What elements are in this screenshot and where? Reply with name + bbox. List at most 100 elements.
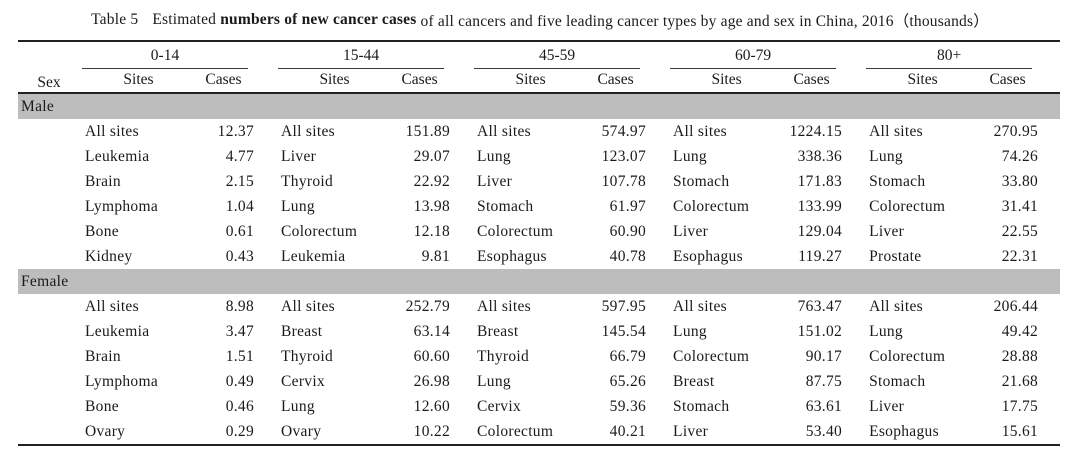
age-group-label: 0-14	[82, 47, 249, 69]
site-cell: Bone	[85, 397, 119, 415]
cases-cell: 17.75	[1001, 397, 1039, 415]
site-cell: Ovary	[281, 422, 322, 440]
sex-section-row: Male	[18, 93, 1061, 119]
site-cell: All sites	[281, 297, 335, 315]
site-cell: Lymphoma	[85, 372, 159, 390]
cases-cell: 22.55	[1001, 222, 1039, 240]
table-body: Male All sites 12.37 All sites 151.89 All sit…	[18, 93, 1061, 445]
cases-cell: 60.90	[609, 222, 647, 240]
data-row: All sites 12.37 All sites 151.89 All sites 57…	[18, 119, 1060, 144]
cases-cell: 107.78	[601, 172, 647, 190]
site-cell: Lung	[673, 147, 707, 165]
site-cell: Liver	[477, 172, 513, 190]
col-header-sites: Sites	[864, 69, 982, 94]
data-row: Bone 0.61 Colorectum 12.18 Colorectum 60.90 Li…	[18, 219, 1060, 244]
age-group-label: 60-79	[670, 47, 837, 69]
col-header-cases: Cases	[197, 69, 277, 94]
age-group-header-row: Sex 0-14 15-44 45-59 60-79 80+	[18, 41, 1060, 94]
cases-cell: 61.97	[609, 197, 647, 215]
site-cell: Liver	[869, 222, 905, 240]
site-cell: Leukemia	[85, 147, 150, 165]
data-row: Brain 1.51 Thyroid 60.60 Thyroid 66.79 Colorec…	[18, 344, 1060, 369]
cases-cell: 31.41	[1001, 197, 1039, 215]
site-cell: Liver	[673, 422, 709, 440]
cases-cell: 151.89	[405, 122, 451, 140]
site-cell: All sites	[477, 122, 531, 140]
col-header-cases: Cases	[393, 69, 473, 94]
cases-cell: 40.21	[609, 422, 647, 440]
site-cell: Kidney	[85, 247, 133, 265]
site-cell: Liver	[281, 147, 317, 165]
site-cell: All sites	[673, 297, 727, 315]
sex-column-spacer	[18, 419, 80, 445]
sex-column-spacer	[18, 244, 80, 269]
site-cell: Lung	[281, 397, 315, 415]
site-cell: Brain	[85, 347, 121, 365]
age-group-label: 80+	[866, 47, 1033, 69]
col-header-age-15-44: 15-44	[276, 41, 472, 69]
col-header-age-0-14: 0-14	[80, 41, 276, 69]
cases-cell: 119.27	[798, 247, 843, 265]
cases-cell: 22.92	[413, 172, 451, 190]
site-cell: Ovary	[85, 422, 126, 440]
cases-cell: 206.44	[993, 297, 1039, 315]
cases-cell: 171.83	[797, 172, 843, 190]
site-cell: Esophagus	[673, 247, 743, 265]
col-header-age-80plus: 80+	[864, 41, 1060, 69]
site-cell: Breast	[281, 322, 323, 340]
cases-cell: 87.75	[805, 372, 843, 390]
cases-cell: 0.29	[225, 422, 255, 440]
cases-cell: 66.79	[609, 347, 647, 365]
sex-column-spacer	[18, 119, 80, 144]
sex-column-spacer	[18, 319, 80, 344]
site-cell: Stomach	[673, 397, 730, 415]
site-cell: Colorectum	[281, 222, 358, 240]
cases-cell: 0.43	[225, 247, 255, 265]
site-cell: Lung	[869, 147, 903, 165]
cases-cell: 74.26	[1001, 147, 1039, 165]
col-header-sex: Sex	[18, 41, 80, 94]
data-row: All sites 8.98 All sites 252.79 All sites 597…	[18, 294, 1060, 319]
sex-column-spacer	[18, 294, 80, 319]
site-cell: Lung	[281, 197, 315, 215]
cases-cell: 40.78	[609, 247, 647, 265]
site-cell: Stomach	[477, 197, 534, 215]
site-cell: All sites	[281, 122, 335, 140]
site-cell: Brain	[85, 172, 121, 190]
cases-cell: 10.22	[413, 422, 451, 440]
cases-cell: 26.98	[413, 372, 451, 390]
sex-section-label: Female	[18, 269, 1061, 294]
caption-text-bold: numbers of new cancer cases	[220, 11, 417, 28]
cases-cell: 13.98	[413, 197, 451, 215]
site-cell: Colorectum	[673, 347, 750, 365]
cases-cell: 270.95	[993, 122, 1039, 140]
table-caption: Table 5 Estimated numbers of new cancer c…	[0, 0, 1080, 40]
cases-cell: 0.46	[225, 397, 255, 415]
site-cell: All sites	[673, 122, 727, 140]
age-group-label: 15-44	[278, 47, 445, 69]
sex-section-label: Male	[18, 93, 1061, 119]
cases-cell: 4.77	[225, 147, 255, 165]
cancer-cases-table: Sex 0-14 15-44 45-59 60-79 80+ Sites Cas…	[18, 40, 1061, 446]
cases-cell: 49.42	[1001, 322, 1039, 340]
site-cell: Breast	[673, 372, 715, 390]
site-cell: Bone	[85, 222, 119, 240]
site-cell: Colorectum	[869, 197, 946, 215]
cases-cell: 597.95	[601, 297, 647, 315]
site-cell: Liver	[869, 397, 905, 415]
cases-cell: 0.49	[225, 372, 255, 390]
site-cell: Esophagus	[477, 247, 547, 265]
cases-cell: 21.68	[1001, 372, 1039, 390]
site-cell: Cervix	[477, 397, 522, 415]
col-header-cases: Cases	[785, 69, 865, 94]
cases-cell: 12.18	[413, 222, 451, 240]
cases-cell: 65.26	[609, 372, 647, 390]
site-cell: Liver	[673, 222, 709, 240]
cases-cell: 12.37	[217, 122, 255, 140]
table-header: Sex 0-14 15-44 45-59 60-79 80+ Sites Cas…	[18, 41, 1061, 94]
sex-section-row: Female	[18, 269, 1061, 294]
site-cell: Leukemia	[85, 322, 150, 340]
site-cell: Stomach	[673, 172, 730, 190]
col-header-sites: Sites	[80, 69, 197, 94]
site-cell: Lymphoma	[85, 197, 159, 215]
